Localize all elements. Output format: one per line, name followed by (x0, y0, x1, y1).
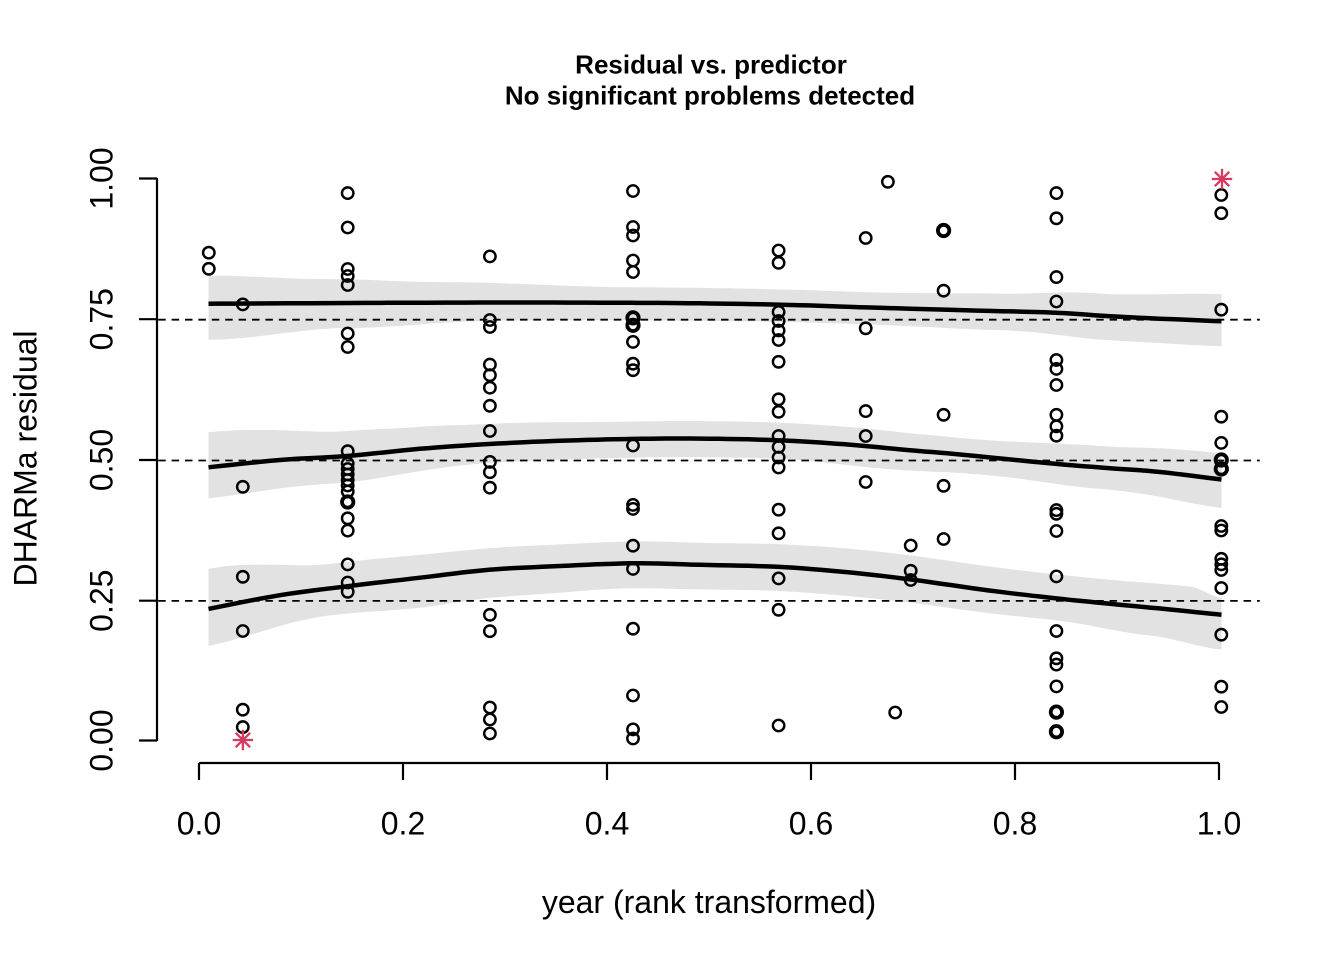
svg-text:0.50: 0.50 (84, 429, 120, 491)
svg-text:No significant problems detect: No significant problems detected (505, 81, 915, 111)
svg-text:0.8: 0.8 (993, 806, 1037, 842)
svg-text:0.75: 0.75 (84, 288, 120, 350)
svg-text:0.00: 0.00 (84, 709, 120, 771)
svg-text:DHARMa residual: DHARMa residual (8, 330, 44, 586)
svg-text:1.00: 1.00 (84, 147, 120, 209)
svg-text:0.25: 0.25 (84, 570, 120, 632)
svg-text:year (rank transformed): year (rank transformed) (542, 884, 876, 920)
svg-text:0.0: 0.0 (177, 806, 221, 842)
svg-text:0.6: 0.6 (789, 806, 833, 842)
svg-text:0.2: 0.2 (381, 806, 425, 842)
svg-text:0.4: 0.4 (585, 806, 629, 842)
svg-text:1.0: 1.0 (1197, 806, 1241, 842)
svg-text:Residual vs. predictor: Residual vs. predictor (575, 49, 847, 79)
